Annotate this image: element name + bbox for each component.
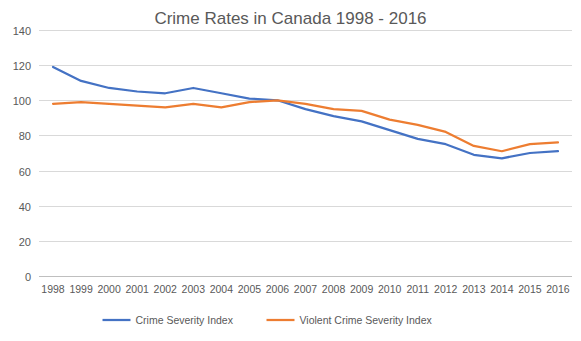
x-tick-label: 2006	[266, 283, 290, 295]
x-tick-label: 2008	[322, 283, 346, 295]
legend: Crime Severity Index Violent Crime Severi…	[103, 314, 433, 326]
chart: Crime Rates in Canada 1998 - 2016 0 20 40 60…	[0, 0, 581, 341]
x-tick-label: 2005	[238, 283, 262, 295]
grid-line	[39, 135, 572, 136]
x-tick-label: 2010	[378, 283, 402, 295]
grid-line	[39, 65, 572, 66]
x-tick-label: 2000	[97, 283, 121, 295]
x-tick-label: 1999	[69, 283, 93, 295]
grid	[39, 31, 572, 277]
x-tick-label: 2001	[126, 283, 150, 295]
x-tick-label: 1998	[41, 283, 65, 295]
y-tick-label: 20	[19, 236, 31, 248]
x-tick-label: 2013	[462, 283, 486, 295]
series-line	[53, 100, 558, 151]
x-tick-label: 2015	[518, 283, 542, 295]
grid-line	[39, 206, 572, 207]
grid-line	[39, 241, 572, 242]
x-tick-label: 2004	[210, 283, 234, 295]
x-tick-label: 2003	[182, 283, 206, 295]
x-tick-label: 2012	[434, 283, 458, 295]
title: Crime Rates in Canada 1998 - 2016	[154, 9, 426, 28]
y-tick-label: 40	[19, 201, 31, 213]
y-tick-label: 140	[13, 25, 31, 37]
x-tick-label: 2014	[490, 283, 514, 295]
x-axis-line	[39, 276, 572, 277]
grid-line	[39, 100, 572, 101]
grid-line	[39, 30, 572, 31]
x-tick-label: 2011	[406, 283, 429, 295]
legend-swatch	[267, 319, 295, 321]
y-tick-label: 60	[19, 166, 31, 178]
legend-label: Crime Severity Index	[136, 314, 234, 326]
y-tick-label: 0	[25, 271, 31, 283]
series-line	[53, 67, 558, 158]
y-tick-label: 80	[19, 130, 31, 142]
x-tick-label: 2007	[294, 283, 318, 295]
y-tick-label: 120	[13, 60, 31, 72]
x-tick-label: 2009	[350, 283, 374, 295]
x-tick-label: 2002	[154, 283, 178, 295]
legend-swatch	[103, 319, 131, 321]
legend-label: Violent Crime Severity Index	[300, 314, 433, 326]
series-group	[53, 67, 558, 158]
x-tick-label: 2016	[546, 283, 570, 295]
y-tick-label: 100	[13, 95, 31, 107]
grid-line	[39, 171, 572, 172]
